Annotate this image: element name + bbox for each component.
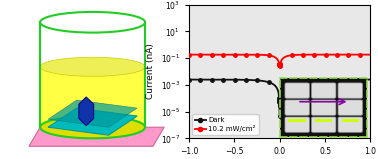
Dark <box>354 79 358 81</box>
Ellipse shape <box>40 57 145 76</box>
10.2 mW/cm² <box>354 54 358 56</box>
Dark <box>187 79 191 81</box>
Polygon shape <box>79 97 94 126</box>
Legend: Dark, 10.2 mW/cm²: Dark, 10.2 mW/cm² <box>192 114 259 135</box>
Dark <box>268 82 273 84</box>
10.2 mW/cm² <box>220 54 225 56</box>
Ellipse shape <box>40 116 145 138</box>
FancyBboxPatch shape <box>40 67 145 127</box>
10.2 mW/cm² <box>277 64 282 66</box>
Y-axis label: Current (nA): Current (nA) <box>146 44 155 100</box>
Polygon shape <box>29 127 164 146</box>
Dark <box>368 79 373 81</box>
10.2 mW/cm² <box>368 54 373 56</box>
Polygon shape <box>48 100 137 127</box>
10.2 mW/cm² <box>268 55 273 56</box>
Dark <box>277 115 282 117</box>
10.2 mW/cm² <box>277 63 282 65</box>
Line: 10.2 mW/cm²: 10.2 mW/cm² <box>187 53 372 68</box>
Line: Dark: Dark <box>187 78 372 117</box>
10.2 mW/cm² <box>277 63 282 65</box>
Dark <box>277 97 282 99</box>
10.2 mW/cm² <box>187 54 191 56</box>
Dark <box>277 98 282 100</box>
10.2 mW/cm² <box>277 65 282 67</box>
Polygon shape <box>48 108 137 135</box>
Dark <box>277 102 282 104</box>
Dark <box>220 79 225 81</box>
